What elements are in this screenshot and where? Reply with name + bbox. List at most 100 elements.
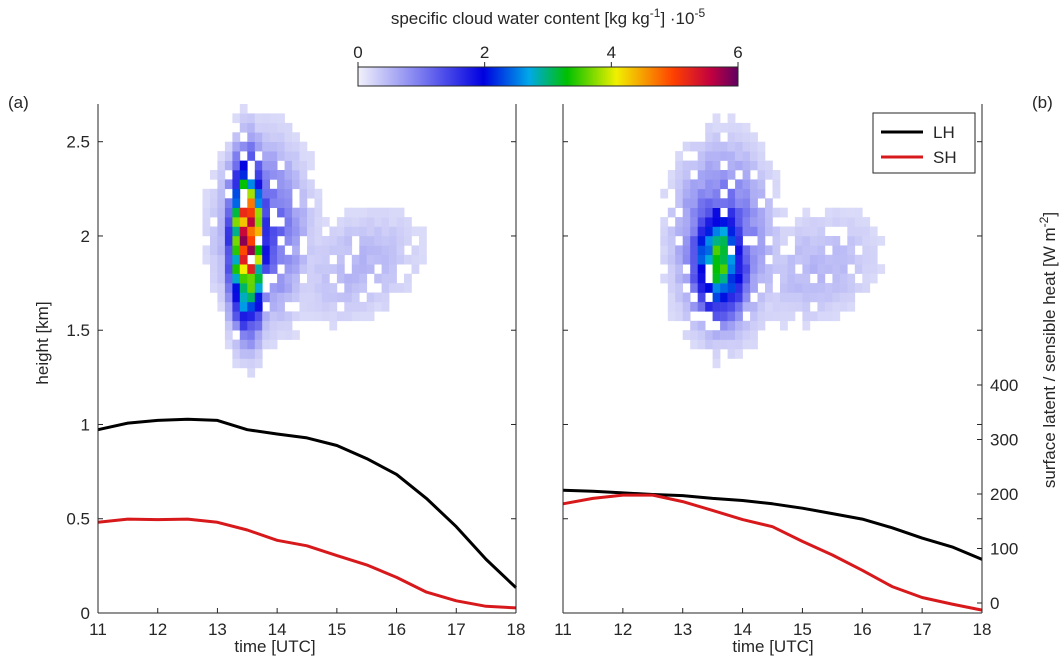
heatmap-cell <box>727 236 736 246</box>
heatmap-cell <box>292 254 300 265</box>
heatmap-cell <box>750 264 758 274</box>
heatmap-cell <box>832 245 841 256</box>
heatmap-cell <box>667 273 676 284</box>
heatmap-cell <box>269 141 278 152</box>
heatmap-cell <box>254 170 263 180</box>
heatmap-cell <box>277 151 285 161</box>
heatmap-cell <box>374 226 382 237</box>
heatmap-cell <box>351 254 360 265</box>
heatmap-cell <box>262 151 270 161</box>
heatmap-cell <box>359 301 368 312</box>
heatmap-cell <box>247 113 256 124</box>
heatmap-cell <box>269 113 278 124</box>
heatmap-cell <box>299 226 308 237</box>
heatmap-cell <box>254 188 263 199</box>
heatmap-cell <box>292 170 300 180</box>
heatmap-cell <box>314 245 323 256</box>
colorbar-title: specific cloud water content [kg kg-1] ·… <box>391 6 706 28</box>
heatmap-cell <box>772 301 781 312</box>
heatmap-cell <box>735 179 743 190</box>
panel-b: 11 12 13 14 15 16 17 18 0 100 200 300 400 <box>554 104 1018 639</box>
heatmap-cell <box>757 141 766 152</box>
heatmap-cell <box>381 264 390 274</box>
heatmap-cell <box>232 113 241 124</box>
heatmap-cell <box>277 122 285 133</box>
heatmap-cell <box>262 170 270 180</box>
heatmap-cell <box>307 301 315 312</box>
heatmap-cell <box>254 122 263 133</box>
heatmap-cell <box>862 217 871 227</box>
heatmap-cell <box>720 217 728 227</box>
heatmap-cell <box>742 151 751 161</box>
heatmap-cell <box>720 301 728 312</box>
heatmap-cell <box>794 283 803 293</box>
sh-line-a <box>97 517 517 610</box>
heatmap-cell <box>712 170 721 180</box>
y-tick-label: 2 <box>81 227 90 246</box>
panel-a: 11 12 13 14 15 16 17 18 0 0.5 1 1.5 2 2.5 <box>66 104 525 639</box>
heatmap-cell <box>262 254 270 265</box>
heatmap-cell <box>262 160 270 171</box>
heatmap-cell <box>232 292 241 303</box>
heatmap-cell <box>712 339 721 350</box>
x-axis-title-a: time [UTC] <box>234 637 315 656</box>
heatmap-cell <box>727 264 736 274</box>
heatmap-cell <box>735 160 743 171</box>
heatmap-cell <box>254 311 263 322</box>
heatmap-cell <box>374 273 382 284</box>
heatmap-cell <box>727 122 736 133</box>
heatmap-cell <box>262 245 270 256</box>
heatmap-cell <box>780 207 788 218</box>
heatmap-cell <box>727 349 736 359</box>
heatmap-cell <box>794 301 803 312</box>
heatmap-cell <box>262 207 270 218</box>
heatmap-cell <box>675 245 683 256</box>
heatmap-cell <box>321 264 330 274</box>
heatmap-cell <box>794 236 803 246</box>
heatmap-cell <box>381 254 390 265</box>
heatmap-cell <box>682 141 691 152</box>
heatmap-cell <box>307 188 315 199</box>
legend: LH SH <box>872 112 976 174</box>
heatmap-cell <box>351 301 360 312</box>
heatmap-cell <box>802 311 811 322</box>
sh-line-b <box>562 493 983 612</box>
heatmap-cell <box>780 236 788 246</box>
heatmap-cell <box>381 226 390 237</box>
heatmap-cell <box>419 245 427 256</box>
heatmap-cell <box>359 283 368 293</box>
heatmap-cell <box>727 151 736 161</box>
heatmap-cell <box>817 236 826 246</box>
heatmap-cell <box>772 264 781 274</box>
heatmap-cell <box>217 151 226 161</box>
heatmap-cell <box>667 311 676 322</box>
heatmap-cell <box>705 301 713 312</box>
heatmap-cell <box>269 264 278 274</box>
y-tick-label: 0.5 <box>66 510 90 529</box>
heatmap-cell <box>765 160 773 171</box>
heatmap-cell <box>712 132 721 142</box>
heatmap-cell <box>269 236 278 246</box>
heatmap-cell <box>832 207 841 218</box>
heatmap-cell <box>697 254 706 265</box>
x-tick-label: 17 <box>447 620 466 639</box>
heatmap-cell <box>750 339 758 350</box>
heatmap-cell <box>336 236 345 246</box>
heatmap-cell <box>239 141 248 152</box>
heatmap-cell <box>299 311 308 322</box>
heatmap-cell <box>742 122 751 133</box>
heatmap-cell <box>757 226 766 237</box>
flux-tick-label: 400 <box>990 376 1018 395</box>
heatmap-cell <box>697 207 706 218</box>
heatmap-cell <box>862 236 871 246</box>
heatmap-cell <box>675 160 683 171</box>
heatmap-cell <box>660 217 669 227</box>
heatmap-cell <box>269 132 278 142</box>
heatmap-cell <box>210 188 218 199</box>
heatmap-cell <box>404 236 412 246</box>
heatmap-cell <box>757 151 766 161</box>
lh-line-b <box>562 488 983 561</box>
heatmap-cell <box>705 254 713 265</box>
heatmap-cell <box>374 292 382 303</box>
